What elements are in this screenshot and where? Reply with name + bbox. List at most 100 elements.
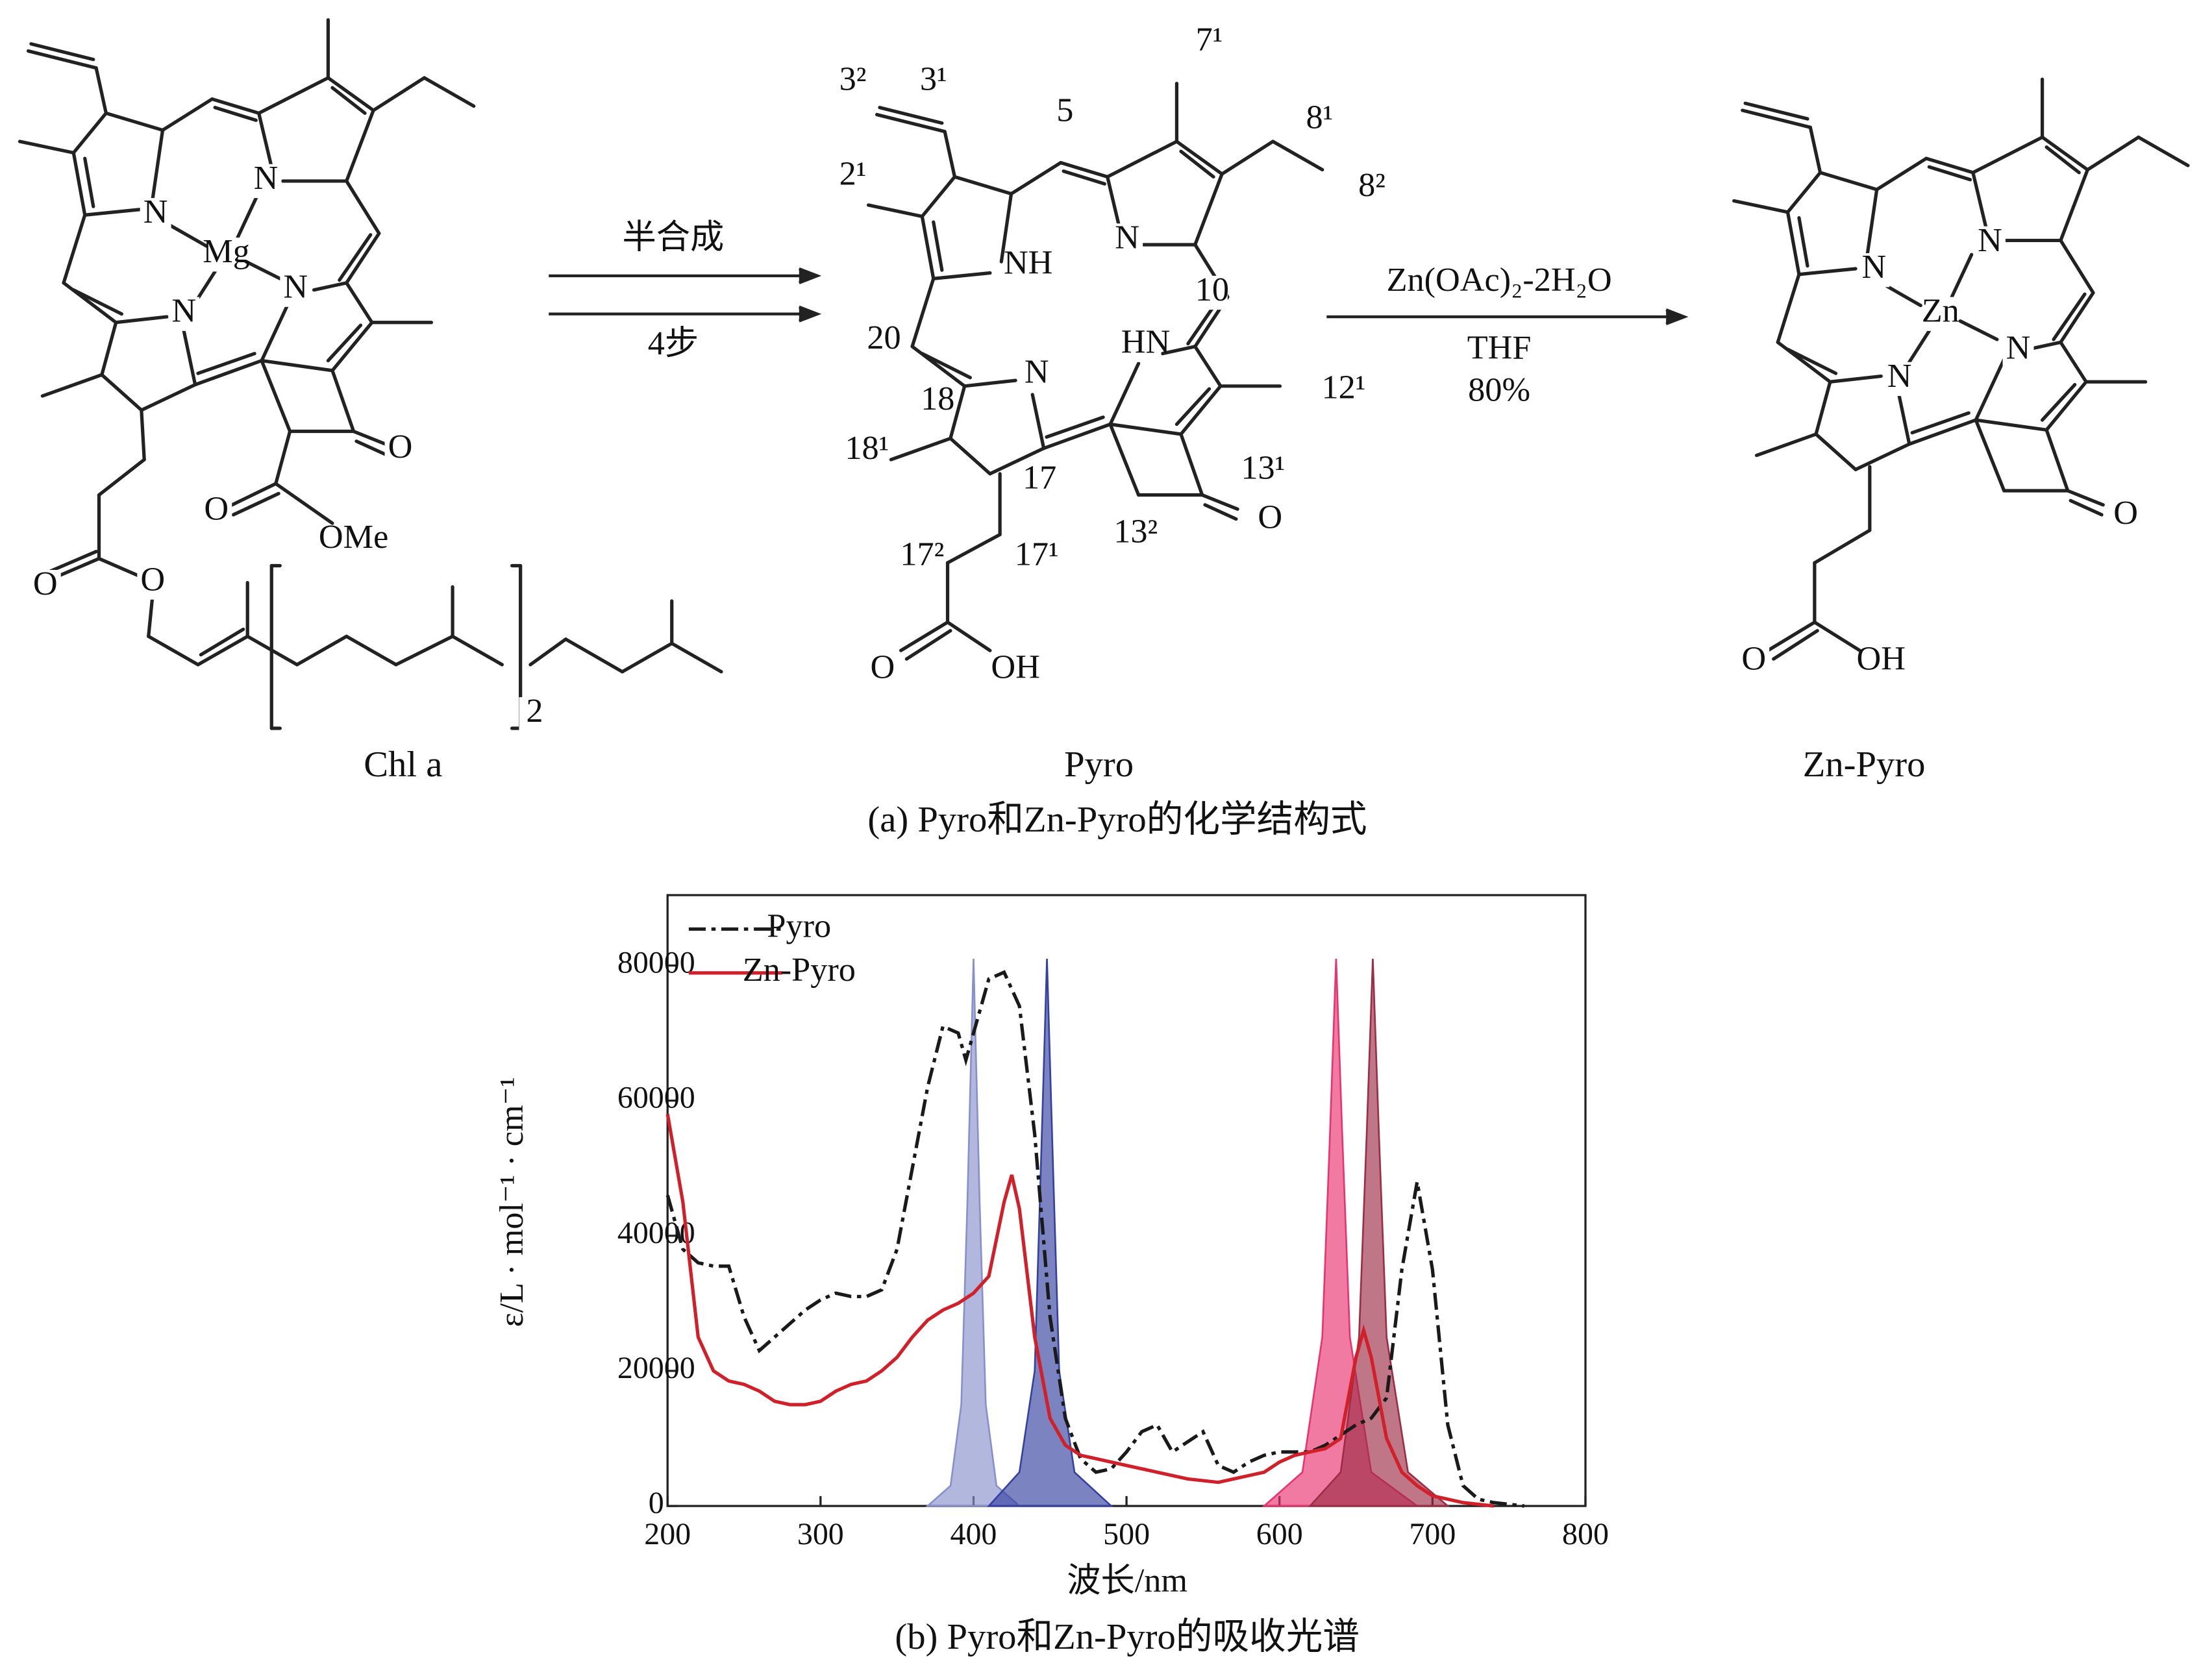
bond <box>29 42 95 62</box>
bond <box>451 634 504 667</box>
label-bg <box>867 653 899 687</box>
bond <box>952 175 1013 196</box>
atom-label: 13¹ <box>1241 449 1285 487</box>
label-bg <box>1193 25 1225 60</box>
bond <box>1741 108 1812 129</box>
bond <box>45 550 98 574</box>
bond <box>1924 156 1975 175</box>
bond <box>196 352 256 375</box>
bond <box>945 620 992 652</box>
emission-peak <box>1308 959 1450 1507</box>
bond <box>100 321 118 376</box>
label-bg <box>1196 275 1228 310</box>
atom-label: 3² <box>839 60 867 97</box>
bond <box>182 329 197 387</box>
bond <box>165 221 208 248</box>
bond <box>62 213 87 285</box>
step2-below: 80% <box>1468 371 1530 409</box>
bond <box>1174 140 1224 176</box>
label-bg <box>1356 171 1387 205</box>
bond <box>100 373 143 412</box>
label-bg <box>2110 499 2142 534</box>
structure-bonds <box>1732 77 2190 517</box>
atom-label: 17¹ <box>1015 535 1059 573</box>
bond <box>160 97 214 132</box>
bond <box>2059 167 2089 243</box>
bond <box>620 641 674 674</box>
caption: (b) Pyro和Zn-Pyro的吸收光谱 <box>895 1617 1360 1657</box>
bond <box>1974 418 2048 432</box>
x-tick-label: 800 <box>1562 1517 1609 1551</box>
label-bg <box>250 164 282 199</box>
bond <box>1813 620 1862 652</box>
bond <box>422 76 476 108</box>
atom-label: OH <box>991 648 1040 686</box>
bond <box>1865 188 1879 260</box>
bond <box>1950 253 1974 299</box>
bond <box>670 641 723 674</box>
bond <box>920 352 972 380</box>
bond <box>1971 171 1988 228</box>
bond <box>889 436 952 462</box>
bond <box>1271 140 1324 172</box>
atom-label: 10 <box>1195 271 1229 308</box>
atom-label: HN <box>1121 323 1170 361</box>
bond <box>330 86 367 115</box>
bond <box>1797 267 1858 277</box>
y-axis-label: ε/L · mol⁻¹ · cm⁻¹ <box>493 1077 530 1327</box>
label-bg <box>1049 96 1081 130</box>
atom-label: 3¹ <box>920 60 947 97</box>
emission-peak <box>987 959 1113 1507</box>
spectrum-line <box>665 970 1525 1508</box>
atom-label: OH <box>1857 640 1906 678</box>
bond <box>2044 428 2070 493</box>
atom-label: 18 <box>921 380 954 417</box>
bond <box>71 151 87 217</box>
bond <box>1910 411 1970 435</box>
bond <box>140 383 197 412</box>
bond <box>878 106 944 125</box>
bond <box>1030 393 1046 450</box>
atom-label: O <box>2113 494 2138 532</box>
bond <box>866 203 924 219</box>
bond <box>1193 345 1223 388</box>
bond <box>932 220 944 272</box>
label-bg <box>906 540 938 574</box>
bond <box>40 373 104 398</box>
label-bg <box>922 384 954 419</box>
label-bg <box>868 323 900 358</box>
atom-label: O <box>388 428 413 465</box>
bond <box>210 97 261 115</box>
bond <box>1754 432 1818 458</box>
bond <box>1785 347 1838 375</box>
y-tick-label: 20000 <box>617 1351 695 1385</box>
atom-label: 5 <box>1056 91 1073 129</box>
label-bg <box>137 565 169 600</box>
atom-label: 2 <box>526 692 543 730</box>
atom-label: 12¹ <box>1322 368 1366 406</box>
bond <box>2040 383 2077 422</box>
atom-label: O <box>33 565 58 602</box>
atom-label: 13² <box>1113 513 1158 550</box>
bond <box>1766 620 1817 652</box>
bond <box>330 321 374 373</box>
atom-label: 18¹ <box>845 429 889 467</box>
bond <box>875 112 947 134</box>
atom-label: O <box>1258 499 1282 536</box>
bond <box>196 634 249 667</box>
bond <box>354 439 390 458</box>
arrow-head <box>799 305 822 323</box>
label-bg <box>1865 645 1897 679</box>
label-bg <box>2002 334 2034 368</box>
label-bg <box>1328 373 1360 408</box>
bond <box>1045 415 1105 439</box>
atom-label: O <box>1741 640 1766 678</box>
bond <box>1974 418 2006 493</box>
y-tick-label: 60000 <box>617 1081 695 1115</box>
bond <box>988 447 1046 476</box>
atom-label: N <box>1887 357 1912 395</box>
bond <box>274 429 292 486</box>
label-bg <box>1974 226 2006 260</box>
bond <box>260 358 292 434</box>
label-bg <box>29 569 61 604</box>
